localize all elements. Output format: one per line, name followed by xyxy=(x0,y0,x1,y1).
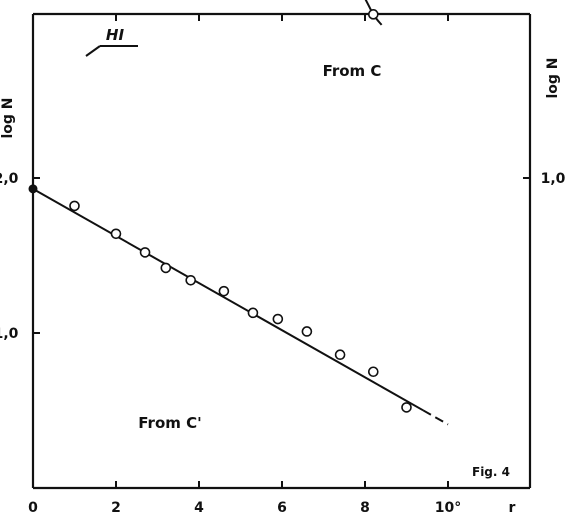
y-axis-label-right: log N xyxy=(545,57,561,98)
y-left-tick-label: 2,0 xyxy=(0,171,19,187)
x-tick-label: 2 xyxy=(111,500,121,516)
from-c-prime-point xyxy=(272,313,284,325)
from-c-prime-point xyxy=(160,262,172,274)
chart-axes xyxy=(31,12,532,490)
y-right-tick-label: 1,0 xyxy=(541,171,566,187)
x-tick-label: 6 xyxy=(277,500,287,516)
chart-curves xyxy=(32,0,449,426)
chart-points xyxy=(28,9,412,413)
from-c-prime-point xyxy=(247,307,259,319)
hi-label: HI xyxy=(106,26,125,44)
axis-start-point xyxy=(28,184,38,194)
hi-leader-line xyxy=(85,45,101,57)
y-axis-label-left: log N xyxy=(0,97,16,138)
x-tick-label: 4 xyxy=(194,500,204,516)
from-c-point xyxy=(367,9,379,20)
from-c-prime-point xyxy=(334,349,346,361)
from-c-prime-point xyxy=(218,285,230,297)
from-c-curve xyxy=(364,0,383,26)
from-c-prime-point xyxy=(139,247,151,258)
from-c-prime-fit-line xyxy=(32,187,424,412)
from-c-label: From C xyxy=(323,62,382,80)
x-axis-label: r xyxy=(509,500,516,516)
x-tick-label: 10° xyxy=(435,500,461,516)
from-c-prime-point xyxy=(69,200,80,212)
from-c-prime-point xyxy=(401,402,412,413)
x-tick-label: 8 xyxy=(360,500,370,516)
from-c-prime-fit-extension xyxy=(422,409,449,426)
y-left-tick-label: 1,0 xyxy=(0,326,19,342)
x-tick-label: 0 xyxy=(28,500,38,516)
from-c-prime-point xyxy=(367,366,379,378)
from-c-prime-point xyxy=(185,274,196,286)
from-c-prime-point xyxy=(301,326,313,337)
from-c-prime-label: From C' xyxy=(138,414,201,432)
figure-label: Fig. 4 xyxy=(472,465,510,479)
from-c-prime-point xyxy=(110,228,122,240)
